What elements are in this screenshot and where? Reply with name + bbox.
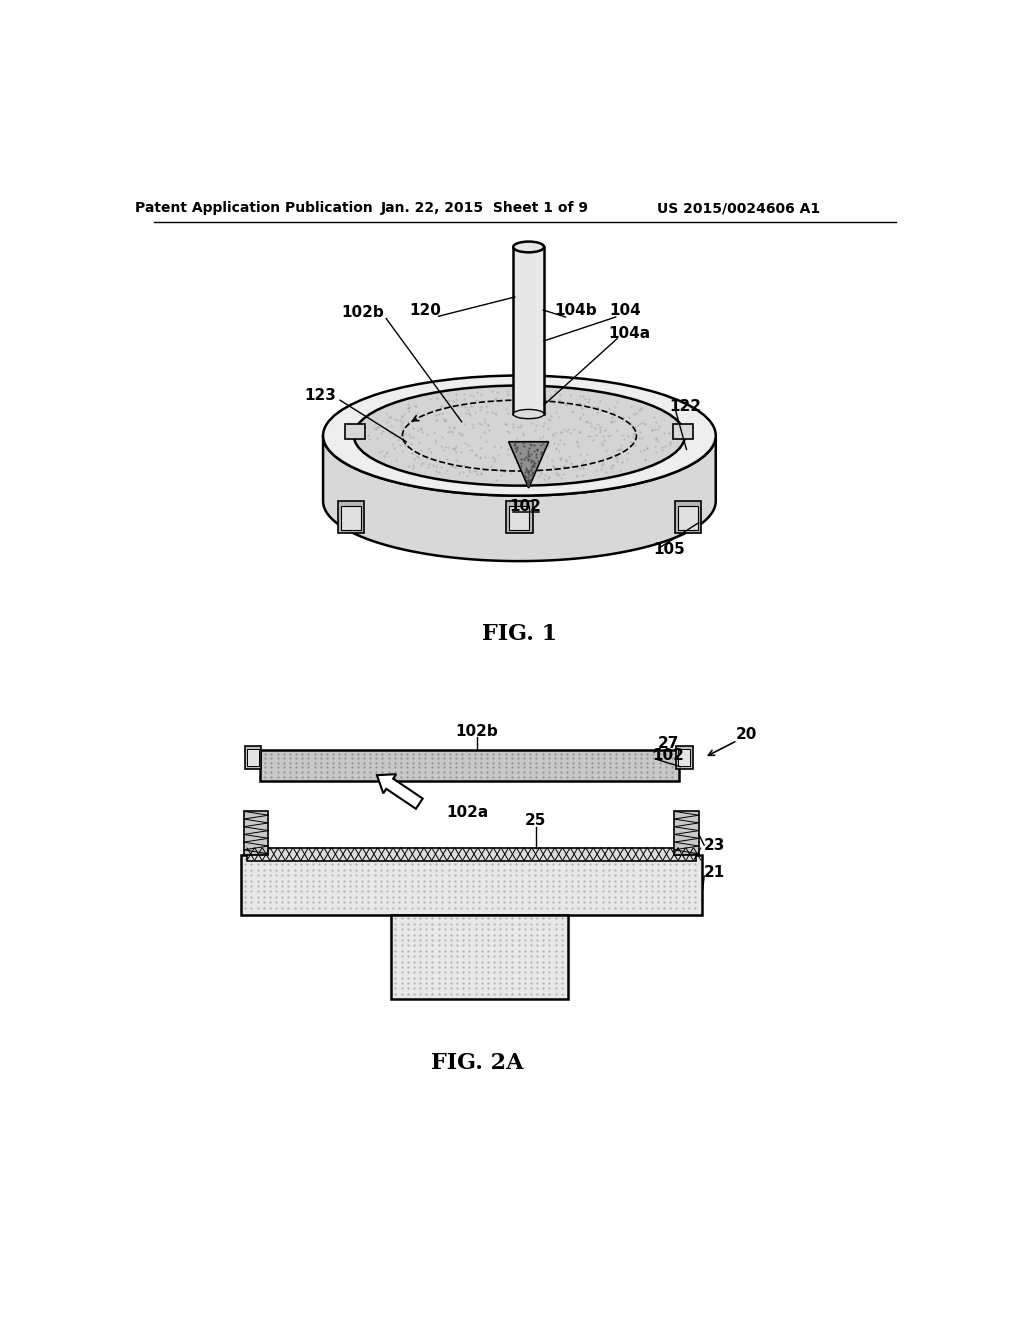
Bar <box>509 506 529 531</box>
Polygon shape <box>509 442 549 488</box>
Bar <box>674 424 693 440</box>
Text: 104: 104 <box>610 302 642 318</box>
Bar <box>260 750 679 780</box>
Ellipse shape <box>323 376 716 496</box>
Text: 122: 122 <box>669 399 701 414</box>
Polygon shape <box>323 436 716 561</box>
Bar <box>678 748 690 766</box>
Text: 20: 20 <box>736 727 757 742</box>
Text: 27: 27 <box>657 737 679 751</box>
Text: Jan. 22, 2015  Sheet 1 of 9: Jan. 22, 2015 Sheet 1 of 9 <box>381 202 589 215</box>
Text: FIG. 1: FIG. 1 <box>482 623 557 645</box>
Bar <box>513 247 544 414</box>
Text: 102b: 102b <box>342 305 384 319</box>
Bar <box>674 812 698 855</box>
Bar <box>506 502 532 533</box>
Bar <box>247 847 695 861</box>
Bar <box>245 746 261 770</box>
Text: 102a: 102a <box>445 805 488 821</box>
Text: 23: 23 <box>703 838 725 853</box>
Text: 120: 120 <box>410 302 441 318</box>
Text: 102: 102 <box>652 748 684 763</box>
Bar <box>338 502 364 533</box>
Bar <box>241 855 701 915</box>
Text: 104a: 104a <box>608 326 650 341</box>
Text: 102: 102 <box>510 499 542 513</box>
Text: 104b: 104b <box>554 302 597 318</box>
Bar <box>678 506 698 531</box>
Text: 123: 123 <box>304 388 336 403</box>
Text: 21: 21 <box>703 866 725 880</box>
Ellipse shape <box>513 242 544 252</box>
Text: US 2015/0024606 A1: US 2015/0024606 A1 <box>657 202 820 215</box>
Bar <box>675 502 701 533</box>
Bar <box>391 915 568 999</box>
Bar <box>247 748 259 766</box>
Ellipse shape <box>354 385 685 486</box>
Text: Patent Application Publication: Patent Application Publication <box>135 202 373 215</box>
Ellipse shape <box>513 409 544 418</box>
Text: 25: 25 <box>525 813 546 828</box>
Bar <box>341 506 360 531</box>
FancyArrow shape <box>377 775 423 809</box>
Bar <box>676 746 692 770</box>
Text: FIG. 2A: FIG. 2A <box>431 1052 523 1074</box>
Text: 105: 105 <box>653 543 685 557</box>
Bar <box>345 424 366 440</box>
Text: 102b: 102b <box>456 723 499 739</box>
Bar <box>244 812 268 855</box>
